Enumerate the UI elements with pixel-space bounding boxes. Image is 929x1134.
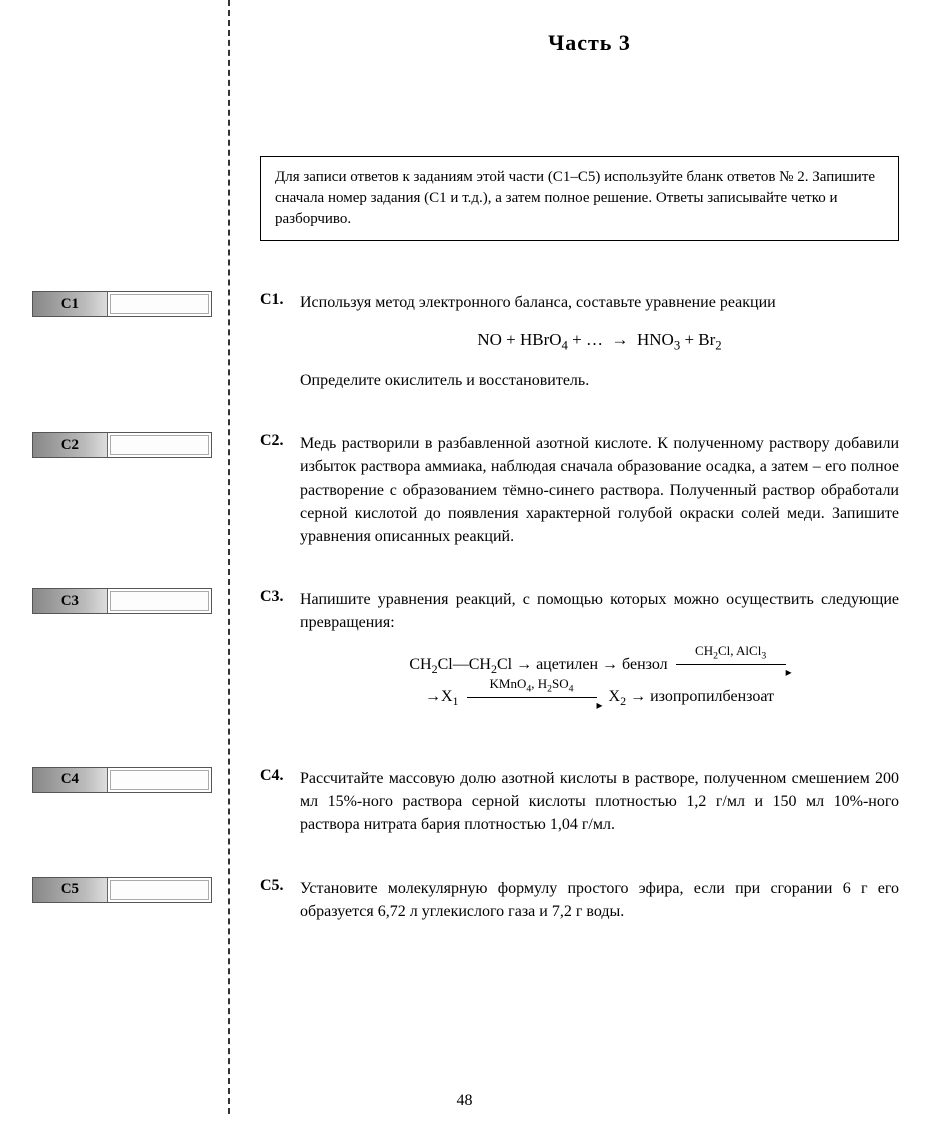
label-blank: [110, 294, 209, 314]
label-blank: [110, 770, 209, 790]
task-content-c1: С1. Используя метод электронного баланса…: [260, 291, 899, 392]
task-content-c4: С4. Рассчитайте массовую долю азотной ки…: [260, 767, 899, 837]
task-text: Напишите уравнения реакций, с помощью ко…: [300, 588, 899, 727]
answer-label-c3: С3: [32, 588, 212, 614]
task-content-c3: С3. Напишите уравнения реакций, с помощь…: [260, 588, 899, 727]
task-row-c1: С1 С1. Используя метод электронного бала…: [0, 291, 929, 392]
task-row-c5: С5 С5. Установите молекулярную формулу п…: [0, 877, 929, 923]
task-number: С3.: [260, 588, 296, 606]
task-number: С4.: [260, 767, 296, 785]
c3-chain: CH2Cl—CH2Cl → ацетилен → бензол CH2Cl, A…: [300, 649, 899, 713]
answer-label-c4: С4: [32, 767, 212, 793]
label-tag: С5: [33, 878, 108, 902]
task-number: С2.: [260, 432, 296, 450]
c1-outro: Определите окислитель и восстановитель.: [300, 372, 589, 389]
c1-formula: NO + HBrO4 + … → HNO3 + Br2: [300, 328, 899, 355]
task-text: Медь растворили в разбавленной азотной к…: [300, 432, 899, 548]
label-tag: С1: [33, 292, 108, 316]
task-text: Рассчитайте массовую долю азотной кислот…: [300, 767, 899, 837]
label-tag: С2: [33, 433, 108, 457]
task-text: Используя метод электронного баланса, со…: [300, 291, 899, 392]
part-title: Часть 3: [250, 30, 929, 56]
c1-intro: Используя метод электронного баланса, со…: [300, 294, 776, 311]
c3-intro: Напишите уравнения реакций, с помощью ко…: [300, 591, 899, 631]
label-blank: [110, 591, 209, 611]
task-row-c3: С3 С3. Напишите уравнения реакций, с пом…: [0, 588, 929, 727]
task-row-c4: С4 С4. Рассчитайте массовую долю азотной…: [0, 767, 929, 837]
task-row-c2: С2 С2. Медь растворили в разбавленной аз…: [0, 432, 929, 548]
label-tag: С3: [33, 589, 108, 613]
label-tag: С4: [33, 768, 108, 792]
answer-label-c1: С1: [32, 291, 212, 317]
task-number: С5.: [260, 877, 296, 895]
vertical-divider: [228, 0, 230, 1114]
task-text: Установите молекулярную формулу простого…: [300, 877, 899, 923]
label-blank: [110, 435, 209, 455]
instruction-box: Для записи ответов к заданиям этой части…: [260, 156, 899, 241]
page-number: 48: [0, 1092, 929, 1110]
task-content-c5: С5. Установите молекулярную формулу прос…: [260, 877, 899, 923]
label-blank: [110, 880, 209, 900]
answer-label-c2: С2: [32, 432, 212, 458]
task-number: С1.: [260, 291, 296, 309]
page-container: Часть 3 Для записи ответов к заданиям эт…: [0, 0, 929, 1134]
answer-label-c5: С5: [32, 877, 212, 903]
task-content-c2: С2. Медь растворили в разбавленной азотн…: [260, 432, 899, 548]
